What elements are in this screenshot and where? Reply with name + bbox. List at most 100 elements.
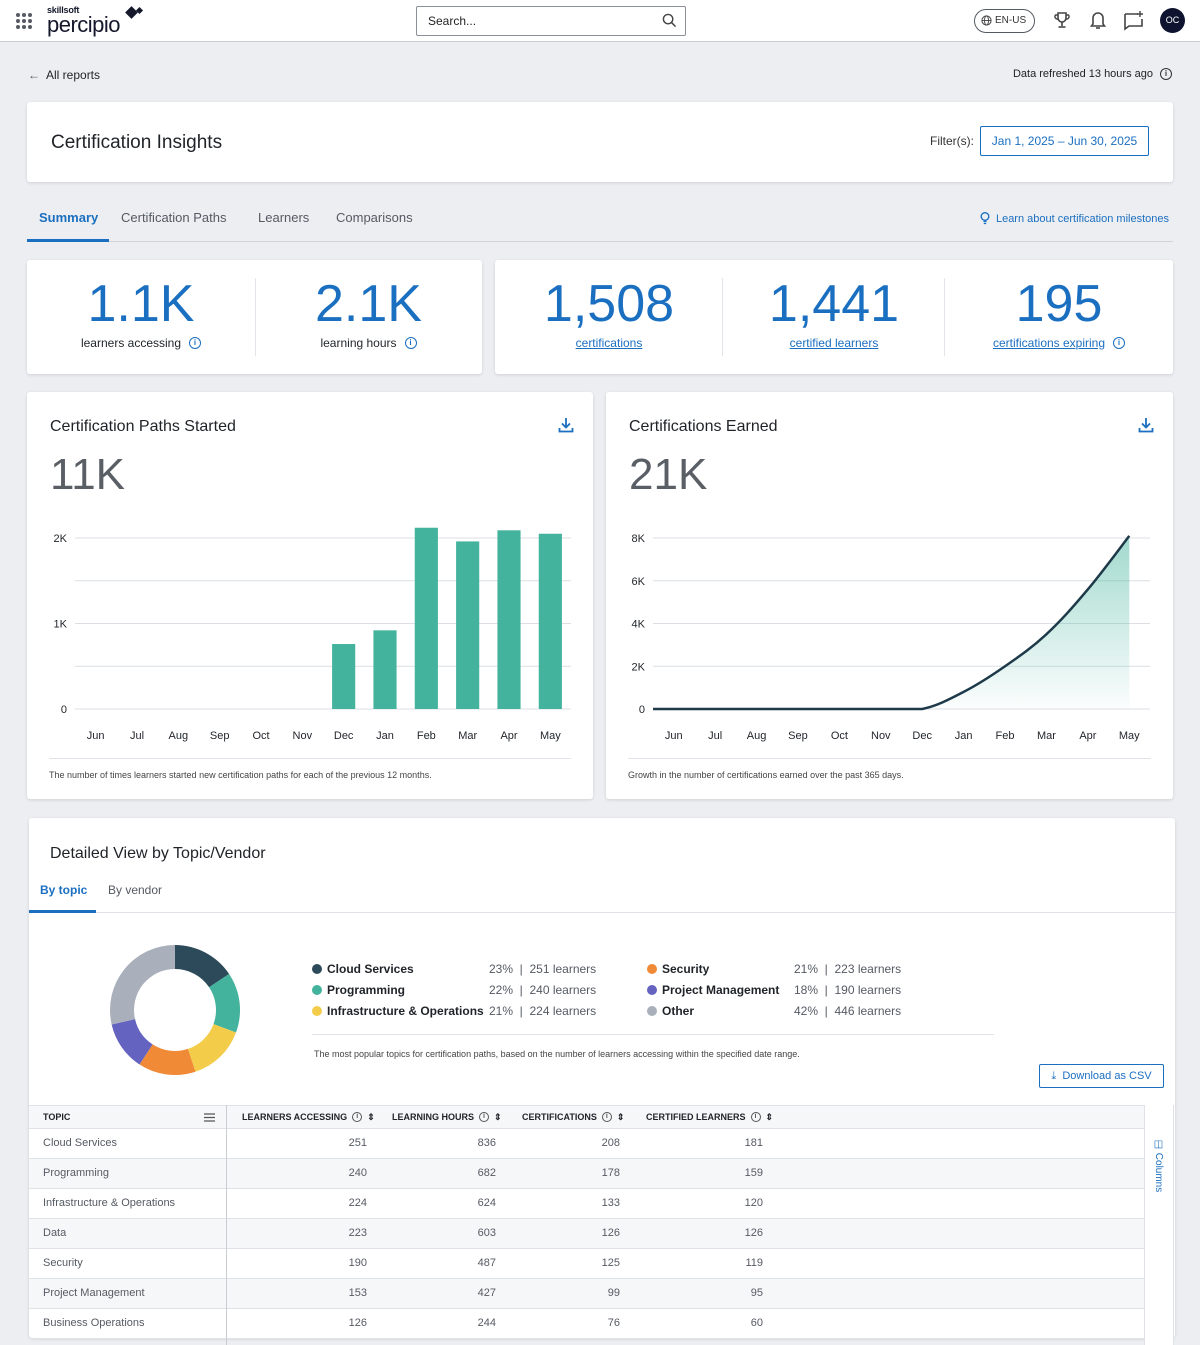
report-header-card: Certification Insights Filter(s): Jan 1,… bbox=[27, 102, 1173, 182]
certifications-earned-card: Certifications Earned 21K 0 2K 4K 6K 8K Jun Ju… bbox=[606, 392, 1173, 799]
download-csv-button[interactable]: ⤓ Download as CSV bbox=[1039, 1064, 1164, 1088]
x-tick-label: Apr bbox=[1079, 730, 1096, 742]
info-icon[interactable]: i bbox=[352, 1112, 363, 1122]
logo-mark-icon bbox=[125, 6, 138, 19]
table-row[interactable]: Programming 240 682 178 159 bbox=[29, 1159, 1144, 1189]
sort-icon[interactable]: ⇕ bbox=[494, 1112, 502, 1122]
notification-bell-icon[interactable] bbox=[1089, 10, 1107, 30]
sort-icon[interactable]: ⇕ bbox=[765, 1112, 774, 1122]
chart-title: Certifications Earned bbox=[629, 418, 778, 435]
feedback-icon[interactable] bbox=[1123, 10, 1145, 32]
column-header-learning-hours[interactable]: LEARNING HOURS i ⇕ bbox=[392, 1106, 502, 1128]
logo[interactable]: skillsoft percipio bbox=[47, 6, 144, 36]
value-cell: 224 bbox=[348, 1197, 367, 1209]
info-icon[interactable]: i bbox=[189, 337, 202, 349]
x-tick-label: Jan bbox=[376, 730, 394, 742]
legend-item: Infrastructure & Operations 21% | 224 lea… bbox=[312, 1000, 596, 1021]
info-icon[interactable]: i bbox=[750, 1112, 761, 1122]
language-selector[interactable]: EN-US bbox=[974, 9, 1035, 33]
certifications-expiring-link[interactable]: certifications expiring bbox=[992, 336, 1106, 350]
y-tick-label: 2K bbox=[54, 533, 68, 545]
info-icon[interactable]: i bbox=[404, 337, 417, 349]
value-cell: 60 bbox=[750, 1317, 763, 1329]
all-reports-link[interactable]: ← All reports bbox=[28, 68, 101, 82]
tab-learners[interactable]: Learners bbox=[258, 210, 310, 225]
column-header-certified-learners[interactable]: CERTIFIED LEARNERS i ⇕ bbox=[646, 1106, 773, 1128]
area-chart: 0 2K 4K 6K 8K Jun Jul Aug Sep Oct Nov Dec Jan Feb Mar A… bbox=[632, 533, 1150, 742]
legend-swatch bbox=[312, 1005, 322, 1016]
app-launcher-icon[interactable] bbox=[16, 13, 33, 30]
kpi-value: 2.1K bbox=[315, 275, 422, 333]
download-icon[interactable] bbox=[1137, 416, 1155, 434]
column-header-learners-accessing[interactable]: LEARNERS ACCESSING i ⇕ bbox=[242, 1106, 375, 1128]
info-icon[interactable]: i bbox=[601, 1112, 612, 1122]
columns-icon: ◫ bbox=[1153, 1139, 1164, 1150]
column-header-certifications[interactable]: CERTIFICATIONS i ⇕ bbox=[522, 1106, 624, 1128]
sort-icon[interactable]: ⇕ bbox=[616, 1112, 625, 1122]
chart-note: The most popular topics for certificatio… bbox=[314, 1049, 800, 1059]
donut-slice bbox=[187, 1024, 237, 1072]
certified-learners-link[interactable]: certified learners bbox=[789, 336, 879, 350]
legend-value: 23% | 251 learners bbox=[489, 961, 597, 976]
legend-value: 21% | 223 learners bbox=[794, 961, 902, 976]
tab-summary[interactable]: Summary bbox=[39, 210, 99, 225]
date-range-filter-button[interactable]: Jan 1, 2025 – Jun 30, 2025 bbox=[980, 126, 1149, 156]
legend-value: 42% | 446 learners bbox=[794, 1003, 902, 1018]
info-icon[interactable]: i bbox=[1160, 68, 1172, 80]
certification-paths-started-card: Certification Paths Started 11K 0 1K 2K Jun… bbox=[27, 392, 593, 799]
kpi-value: 195 bbox=[1015, 275, 1103, 333]
trophy-icon[interactable] bbox=[1052, 10, 1072, 30]
area-fill bbox=[653, 535, 1130, 709]
tab-certification-paths[interactable]: Certification Paths bbox=[121, 210, 227, 225]
x-tick-label: Mar bbox=[1037, 730, 1056, 742]
search-icon[interactable] bbox=[662, 13, 677, 28]
value-cell: 95 bbox=[750, 1287, 763, 1299]
column-header-topic[interactable]: TOPIC bbox=[43, 1112, 71, 1122]
value-cell: 244 bbox=[477, 1317, 496, 1329]
x-tick-label: Jul bbox=[708, 730, 722, 742]
search-placeholder: Search... bbox=[428, 14, 477, 28]
y-tick-label: 6K bbox=[632, 576, 646, 588]
page-title: Certification Insights bbox=[51, 132, 223, 153]
value-cell: 159 bbox=[744, 1167, 763, 1179]
kpi-card-learning: 1.1K learners accessing i 2.1K learning h… bbox=[27, 260, 482, 374]
column-menu-icon[interactable] bbox=[204, 1113, 215, 1122]
table-row[interactable]: Business Operations 126 244 76 60 bbox=[29, 1309, 1144, 1339]
info-icon[interactable]: i bbox=[1113, 337, 1126, 349]
arrow-left-icon: ← bbox=[28, 68, 40, 82]
y-tick-label: 4K bbox=[632, 619, 646, 631]
info-icon[interactable]: i bbox=[479, 1112, 490, 1122]
tab-comparisons[interactable]: Comparisons bbox=[336, 210, 413, 225]
x-tick-label: Feb bbox=[996, 730, 1015, 742]
value-cell: 126 bbox=[348, 1317, 367, 1329]
y-tick-label: 8K bbox=[632, 533, 646, 545]
bar-chart: 0 1K 2K Jun Jul Aug Sep Oct Nov Dec Jan Feb Mar Apr Ma… bbox=[54, 527, 571, 742]
certifications-link[interactable]: certifications bbox=[575, 336, 643, 350]
table-row[interactable]: Security 190 487 125 119 bbox=[29, 1249, 1144, 1279]
table-row[interactable]: Data 223 603 126 126 bbox=[29, 1219, 1144, 1249]
kpi-learning-hours: 2.1K learning hours i bbox=[255, 278, 482, 350]
download-icon[interactable] bbox=[557, 416, 575, 434]
value-cell: 603 bbox=[477, 1227, 496, 1239]
table-row[interactable]: Infrastructure & Operations 224 624 133 120 bbox=[29, 1189, 1144, 1219]
columns-panel-toggle[interactable]: ◫ Columns bbox=[1144, 1105, 1174, 1345]
x-tick-label: Jul bbox=[130, 730, 144, 742]
value-cell: 119 bbox=[745, 1257, 763, 1269]
x-tick-label: May bbox=[1119, 730, 1140, 742]
detailed-view-card: Detailed View by Topic/Vendor By topic B… bbox=[29, 818, 1175, 1345]
user-avatar[interactable]: OC bbox=[1160, 8, 1185, 33]
donut-slice bbox=[139, 1044, 196, 1075]
sort-icon[interactable]: ⇕ bbox=[367, 1112, 375, 1122]
learn-milestones-link[interactable]: Learn about certification milestones bbox=[980, 212, 1169, 225]
search-input[interactable]: Search... bbox=[416, 6, 686, 36]
table-row[interactable]: Project Management 153 427 99 95 bbox=[29, 1279, 1144, 1309]
tab-by-vendor[interactable]: By vendor bbox=[108, 883, 163, 897]
legend-swatch bbox=[647, 963, 657, 974]
x-tick-label: Aug bbox=[747, 730, 767, 742]
table-row[interactable]: Cloud Services 251 836 208 181 bbox=[29, 1129, 1144, 1159]
value-cell: 120 bbox=[744, 1197, 763, 1209]
tab-by-topic[interactable]: By topic bbox=[40, 883, 88, 897]
active-tab-indicator bbox=[29, 910, 96, 913]
legend-label: Programming bbox=[327, 982, 406, 997]
value-cell: 178 bbox=[601, 1167, 620, 1179]
